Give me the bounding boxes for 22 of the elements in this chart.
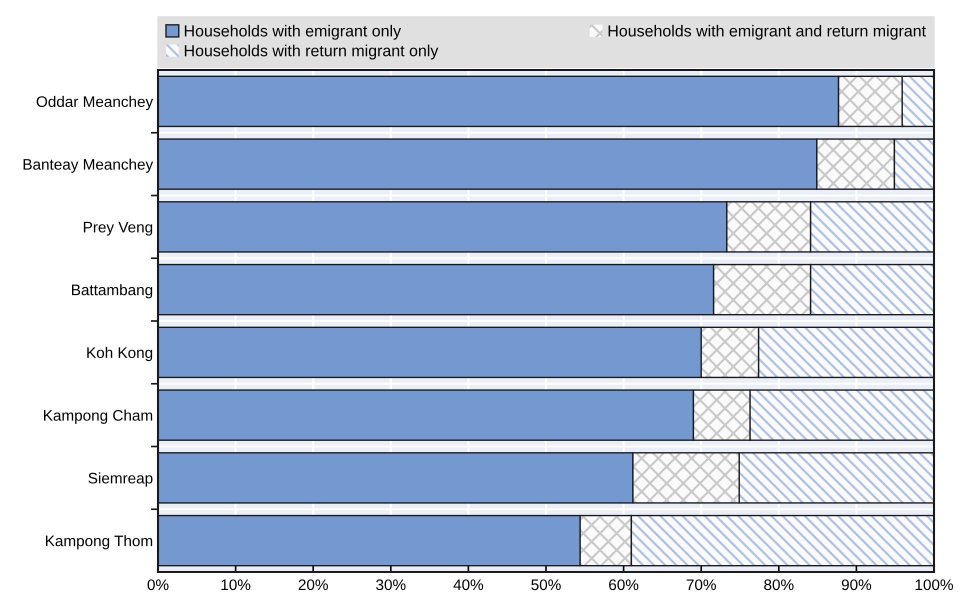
y-tick-label: Prey Veng [84,222,152,236]
x-tick-label: 70% [686,579,716,590]
y-tick-label: Oddar Meanchey [36,96,154,110]
legend-label: Households with emigrant only [184,24,402,40]
y-tick-label: Koh Kong [87,346,152,362]
x-tick-label: 60% [609,579,638,590]
y-tick-label: Banteay Meanchey [24,158,154,173]
x-tick-label: 100% [916,579,953,590]
x-tick-label: 40% [453,579,484,590]
x-tick-label: 0% [148,579,168,590]
x-tick-label: 50% [531,579,561,590]
legend-label: Households with return migrant only [184,44,438,60]
y-tick-label: Battambang [72,284,152,298]
x-tick-label: 20% [298,579,328,590]
x-tick-label: 30% [376,579,406,590]
y-tick-label: Siemreap [88,472,152,487]
x-tick-label: 90% [842,579,872,590]
y-tick-label: Kampong Cham [44,410,152,424]
x-tick-label: 10% [221,579,250,590]
legend-label: Households with emigrant and return migrant [608,24,926,40]
x-tick-label: 80% [764,579,794,590]
y-tick-label: Kampong Thom [46,535,152,550]
